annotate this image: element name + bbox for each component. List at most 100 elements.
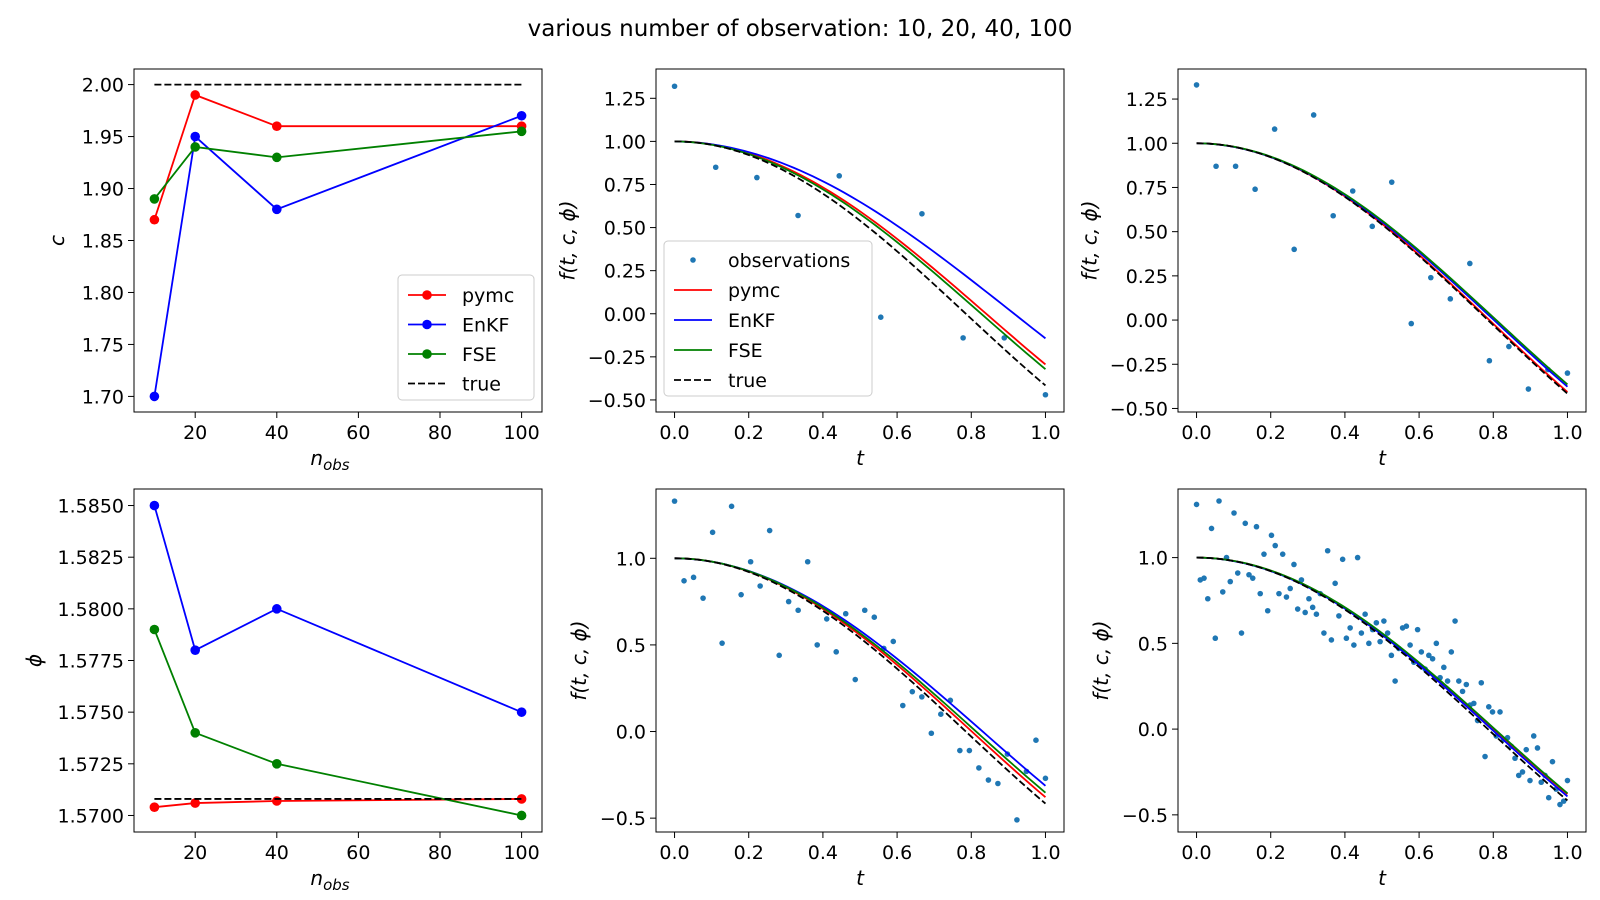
axes-frame <box>1177 68 1587 413</box>
observation-point <box>1545 794 1552 801</box>
observation-point <box>1298 577 1305 583</box>
x-tick-label: 0.4 <box>808 842 838 864</box>
observation-point <box>1249 575 1256 581</box>
plot-area <box>149 500 527 821</box>
observation-point <box>804 558 811 565</box>
series-line-fse <box>153 629 522 817</box>
series-point-enkf <box>272 204 282 215</box>
observation-point <box>1272 542 1279 549</box>
observation-point <box>1418 649 1425 655</box>
observation-point <box>1354 554 1361 561</box>
x-axis-label: nobs <box>310 446 349 474</box>
legend-entry: EnKF <box>728 310 775 332</box>
observation-point <box>1261 551 1267 557</box>
observation-point <box>671 498 678 504</box>
x-tick-label: 0.4 <box>808 422 838 444</box>
observation-point <box>957 747 963 754</box>
observation-point <box>836 173 843 179</box>
observation-point <box>1276 590 1282 597</box>
y-tick-label: 0.5 <box>1138 633 1168 655</box>
observation-point <box>1349 188 1356 194</box>
observation-point <box>1328 637 1335 643</box>
observation-point <box>1252 186 1258 193</box>
observation-point <box>1444 678 1451 684</box>
series-line-fse <box>153 130 522 200</box>
observation-point <box>719 640 725 646</box>
y-tick-label: 1.5700 <box>58 805 124 827</box>
observation-point <box>1358 630 1365 636</box>
series-point-fse <box>272 759 282 769</box>
y-tick-label: 1.5775 <box>58 651 124 673</box>
observation-point <box>1388 652 1395 659</box>
x-axis-label: nobs <box>310 866 349 894</box>
plot-area <box>149 83 527 402</box>
series-point-pymc <box>190 90 200 100</box>
observation-point <box>1485 704 1492 710</box>
observation-point <box>1014 817 1020 823</box>
observation-point <box>861 607 868 614</box>
observation-point <box>1426 652 1432 659</box>
legend-box <box>663 240 873 397</box>
observation-point <box>1001 335 1008 341</box>
x-tick-label: 0.6 <box>1404 422 1434 444</box>
axes-frame <box>1177 488 1587 833</box>
observation-point <box>842 610 849 617</box>
observation-point <box>1193 501 1200 508</box>
observation-point <box>1478 679 1485 686</box>
y-tick-label: 1.25 <box>604 88 646 110</box>
curve-true <box>674 140 1047 387</box>
y-tick-label: 1.5725 <box>58 754 124 776</box>
observation-point <box>1512 755 1518 762</box>
curve-true <box>1196 142 1569 395</box>
observation-point <box>960 335 966 341</box>
observation-point <box>728 503 735 510</box>
observation-point <box>1208 525 1215 532</box>
plot-area <box>671 83 1049 398</box>
x-axis-label: t <box>856 446 865 470</box>
x-tick-label: 0.8 <box>956 842 986 864</box>
legend-entry: observations <box>728 250 850 272</box>
x-tick-label: 60 <box>346 422 370 444</box>
y-tick-label: 1.90 <box>82 179 124 201</box>
observation-point <box>928 730 935 737</box>
legend-box <box>397 274 535 401</box>
observation-point <box>1268 532 1275 539</box>
x-tick-label: 0.6 <box>1404 842 1434 864</box>
observation-point <box>1369 223 1376 230</box>
observation-point <box>852 676 859 683</box>
x-tick-label: 0.0 <box>1181 842 1211 864</box>
y-tick-label: 1.75 <box>82 334 124 356</box>
y-tick-label: 0.75 <box>604 174 646 196</box>
observation-point <box>1530 733 1537 739</box>
legend-entry: FSE <box>728 340 763 362</box>
series-point-enkf <box>190 645 200 655</box>
y-tick-label: 1.00 <box>1126 133 1168 155</box>
x-tick-label: 0.0 <box>659 842 689 864</box>
observation-point <box>1242 520 1249 527</box>
y-tick-label: 1.95 <box>82 127 124 149</box>
observation-point <box>1452 618 1458 624</box>
y-axis-label: f(t, c, ϕ) <box>556 200 580 280</box>
observation-point <box>1193 82 1200 88</box>
series-point-fse <box>149 194 160 204</box>
observation-point <box>1336 613 1342 619</box>
x-tick-label: 20 <box>183 842 207 864</box>
observation-point <box>814 642 820 648</box>
observation-point <box>1381 618 1387 624</box>
y-tick-label: 1.5800 <box>58 599 124 621</box>
observation-point <box>900 702 906 709</box>
legend-marker <box>422 349 432 359</box>
observation-point <box>1339 556 1346 563</box>
y-tick-label: −0.50 <box>1110 398 1168 420</box>
observation-point <box>1373 619 1380 626</box>
observation-point <box>1527 777 1533 784</box>
legend-entry: EnKF <box>462 315 509 337</box>
observation-point <box>671 83 678 90</box>
y-tick-label: 0.00 <box>604 304 646 326</box>
y-axis-label: f(t, c, ϕ) <box>1089 620 1113 700</box>
observation-point <box>1246 571 1252 578</box>
observation-point <box>1279 551 1286 557</box>
x-tick-label: 40 <box>265 842 289 864</box>
series-point-enkf <box>190 131 200 142</box>
